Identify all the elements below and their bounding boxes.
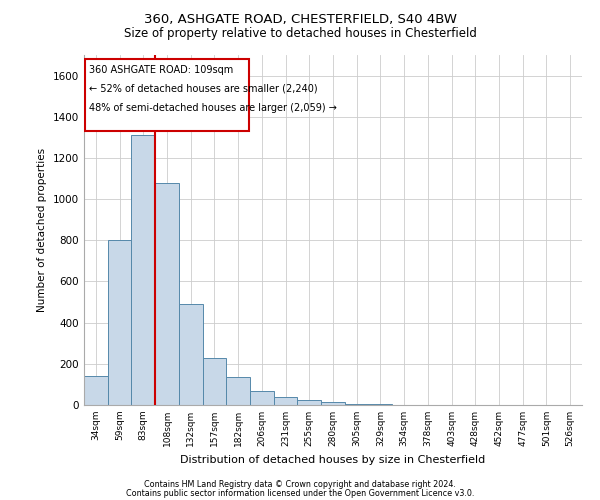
Bar [345,404,368,405]
Bar [131,136,155,405]
Bar [85,59,249,131]
Bar [368,404,392,405]
Text: ← 52% of detached houses are smaller (2,240): ← 52% of detached houses are smaller (2,… [89,84,317,94]
Bar [155,182,179,405]
Bar [108,240,131,405]
Bar [250,390,274,405]
Bar [321,402,345,405]
Bar [179,304,203,405]
Text: 48% of semi-detached houses are larger (2,059) →: 48% of semi-detached houses are larger (… [89,104,337,114]
Bar [84,376,108,405]
Bar [274,397,298,405]
Bar [203,358,226,405]
Text: Size of property relative to detached houses in Chesterfield: Size of property relative to detached ho… [124,28,476,40]
Y-axis label: Number of detached properties: Number of detached properties [37,148,47,312]
Text: Contains HM Land Registry data © Crown copyright and database right 2024.: Contains HM Land Registry data © Crown c… [144,480,456,489]
Bar [298,400,321,405]
Bar [226,377,250,405]
Text: 360 ASHGATE ROAD: 109sqm: 360 ASHGATE ROAD: 109sqm [89,66,233,76]
Text: 360, ASHGATE ROAD, CHESTERFIELD, S40 4BW: 360, ASHGATE ROAD, CHESTERFIELD, S40 4BW [143,12,457,26]
Text: Contains public sector information licensed under the Open Government Licence v3: Contains public sector information licen… [126,488,474,498]
X-axis label: Distribution of detached houses by size in Chesterfield: Distribution of detached houses by size … [181,454,485,464]
